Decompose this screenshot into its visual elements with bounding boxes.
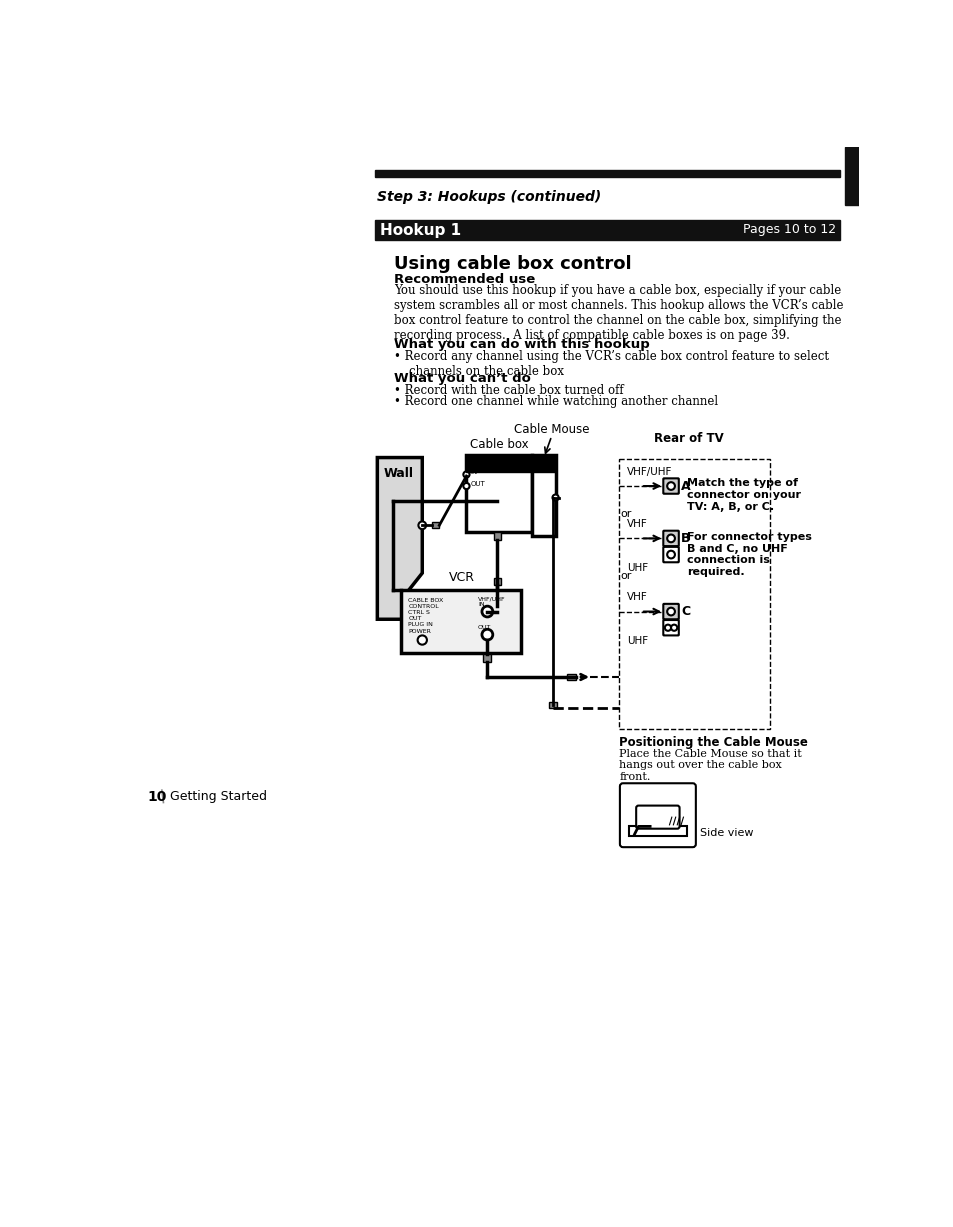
- Text: Place the Cable Mouse so that it
hangs out over the cable box
front.: Place the Cable Mouse so that it hangs o…: [618, 748, 801, 782]
- Text: C: C: [680, 605, 690, 618]
- Text: Match the type of
connector on your
TV: A, B, or C.: Match the type of connector on your TV: …: [686, 479, 801, 512]
- Text: or: or: [620, 571, 632, 580]
- Text: VHF: VHF: [626, 519, 647, 529]
- Text: UHF: UHF: [626, 563, 647, 573]
- Text: 10: 10: [148, 790, 167, 804]
- Polygon shape: [377, 458, 422, 620]
- Bar: [843, 147, 858, 205]
- Text: VHF/UHF: VHF/UHF: [626, 466, 672, 477]
- Text: VHF: VHF: [626, 593, 647, 602]
- Circle shape: [481, 629, 493, 640]
- Bar: [549, 702, 557, 708]
- Bar: [466, 455, 532, 472]
- Text: OUT: OUT: [477, 626, 491, 631]
- Text: Step 3: Hookups (continued): Step 3: Hookups (continued): [377, 190, 601, 204]
- Text: IN: IN: [470, 469, 477, 475]
- Bar: [483, 654, 491, 661]
- Text: Hookup 1: Hookup 1: [380, 223, 461, 238]
- Circle shape: [670, 625, 677, 631]
- Bar: [400, 590, 520, 653]
- Text: Using cable box control: Using cable box control: [394, 255, 631, 274]
- Bar: [629, 826, 686, 836]
- Bar: [466, 455, 532, 533]
- Text: Positioning the Cable Mouse: Positioning the Cable Mouse: [618, 736, 807, 750]
- Circle shape: [666, 607, 674, 616]
- FancyBboxPatch shape: [662, 531, 679, 546]
- Circle shape: [463, 483, 469, 490]
- Text: Side view: Side view: [700, 827, 753, 838]
- Circle shape: [666, 551, 674, 558]
- Bar: [532, 455, 555, 536]
- Text: Recommended use: Recommended use: [394, 272, 535, 286]
- Circle shape: [418, 521, 426, 529]
- Text: Rear of TV: Rear of TV: [654, 432, 723, 445]
- FancyBboxPatch shape: [662, 479, 679, 493]
- Text: OUT: OUT: [470, 481, 484, 487]
- Text: VHF/UHF
IN: VHF/UHF IN: [477, 596, 505, 607]
- Bar: [375, 171, 840, 177]
- FancyBboxPatch shape: [662, 620, 679, 636]
- Text: Getting Started: Getting Started: [170, 790, 266, 804]
- Circle shape: [481, 606, 493, 617]
- Bar: [493, 578, 500, 585]
- FancyBboxPatch shape: [636, 806, 679, 828]
- Text: CABLE BOX
CONTROL
CTRL S
OUT
PLUG IN
POWER: CABLE BOX CONTROL CTRL S OUT PLUG IN POW…: [408, 598, 443, 633]
- Text: What you can’t do: What you can’t do: [394, 372, 531, 385]
- Text: Wall: Wall: [383, 466, 413, 480]
- Text: Pages 10 to 12: Pages 10 to 12: [742, 223, 835, 237]
- Text: • Record one channel while watching another channel: • Record one channel while watching anot…: [394, 395, 718, 409]
- Text: or: or: [620, 509, 632, 519]
- Text: • Record with the cable box turned off: • Record with the cable box turned off: [394, 384, 623, 398]
- Text: For connector types
B and C, no UHF
connection is
required.: For connector types B and C, no UHF conn…: [686, 533, 811, 577]
- Text: UHF: UHF: [626, 636, 647, 647]
- Text: You should use this hookup if you have a cable box, especially if your cable
sys: You should use this hookup if you have a…: [394, 285, 843, 342]
- Text: What you can do with this hookup: What you can do with this hookup: [394, 339, 649, 351]
- Bar: [618, 459, 769, 729]
- Circle shape: [664, 625, 670, 631]
- Text: Cable box: Cable box: [470, 438, 528, 450]
- Circle shape: [666, 482, 674, 490]
- Text: B: B: [680, 531, 690, 545]
- Circle shape: [666, 535, 674, 542]
- Bar: [532, 455, 555, 472]
- Bar: [493, 533, 500, 540]
- Text: VCR: VCR: [448, 571, 475, 584]
- Circle shape: [417, 636, 427, 644]
- Text: Cable Mouse: Cable Mouse: [514, 423, 589, 436]
- Bar: [431, 523, 439, 529]
- Circle shape: [552, 494, 558, 501]
- Bar: [567, 674, 576, 680]
- FancyBboxPatch shape: [619, 783, 695, 847]
- Bar: [375, 221, 840, 240]
- Text: • Record any channel using the VCR’s cable box control feature to select
    cha: • Record any channel using the VCR’s cab…: [394, 350, 828, 378]
- FancyBboxPatch shape: [662, 604, 679, 620]
- FancyBboxPatch shape: [662, 547, 679, 562]
- Text: A: A: [680, 480, 690, 492]
- Circle shape: [463, 471, 469, 477]
